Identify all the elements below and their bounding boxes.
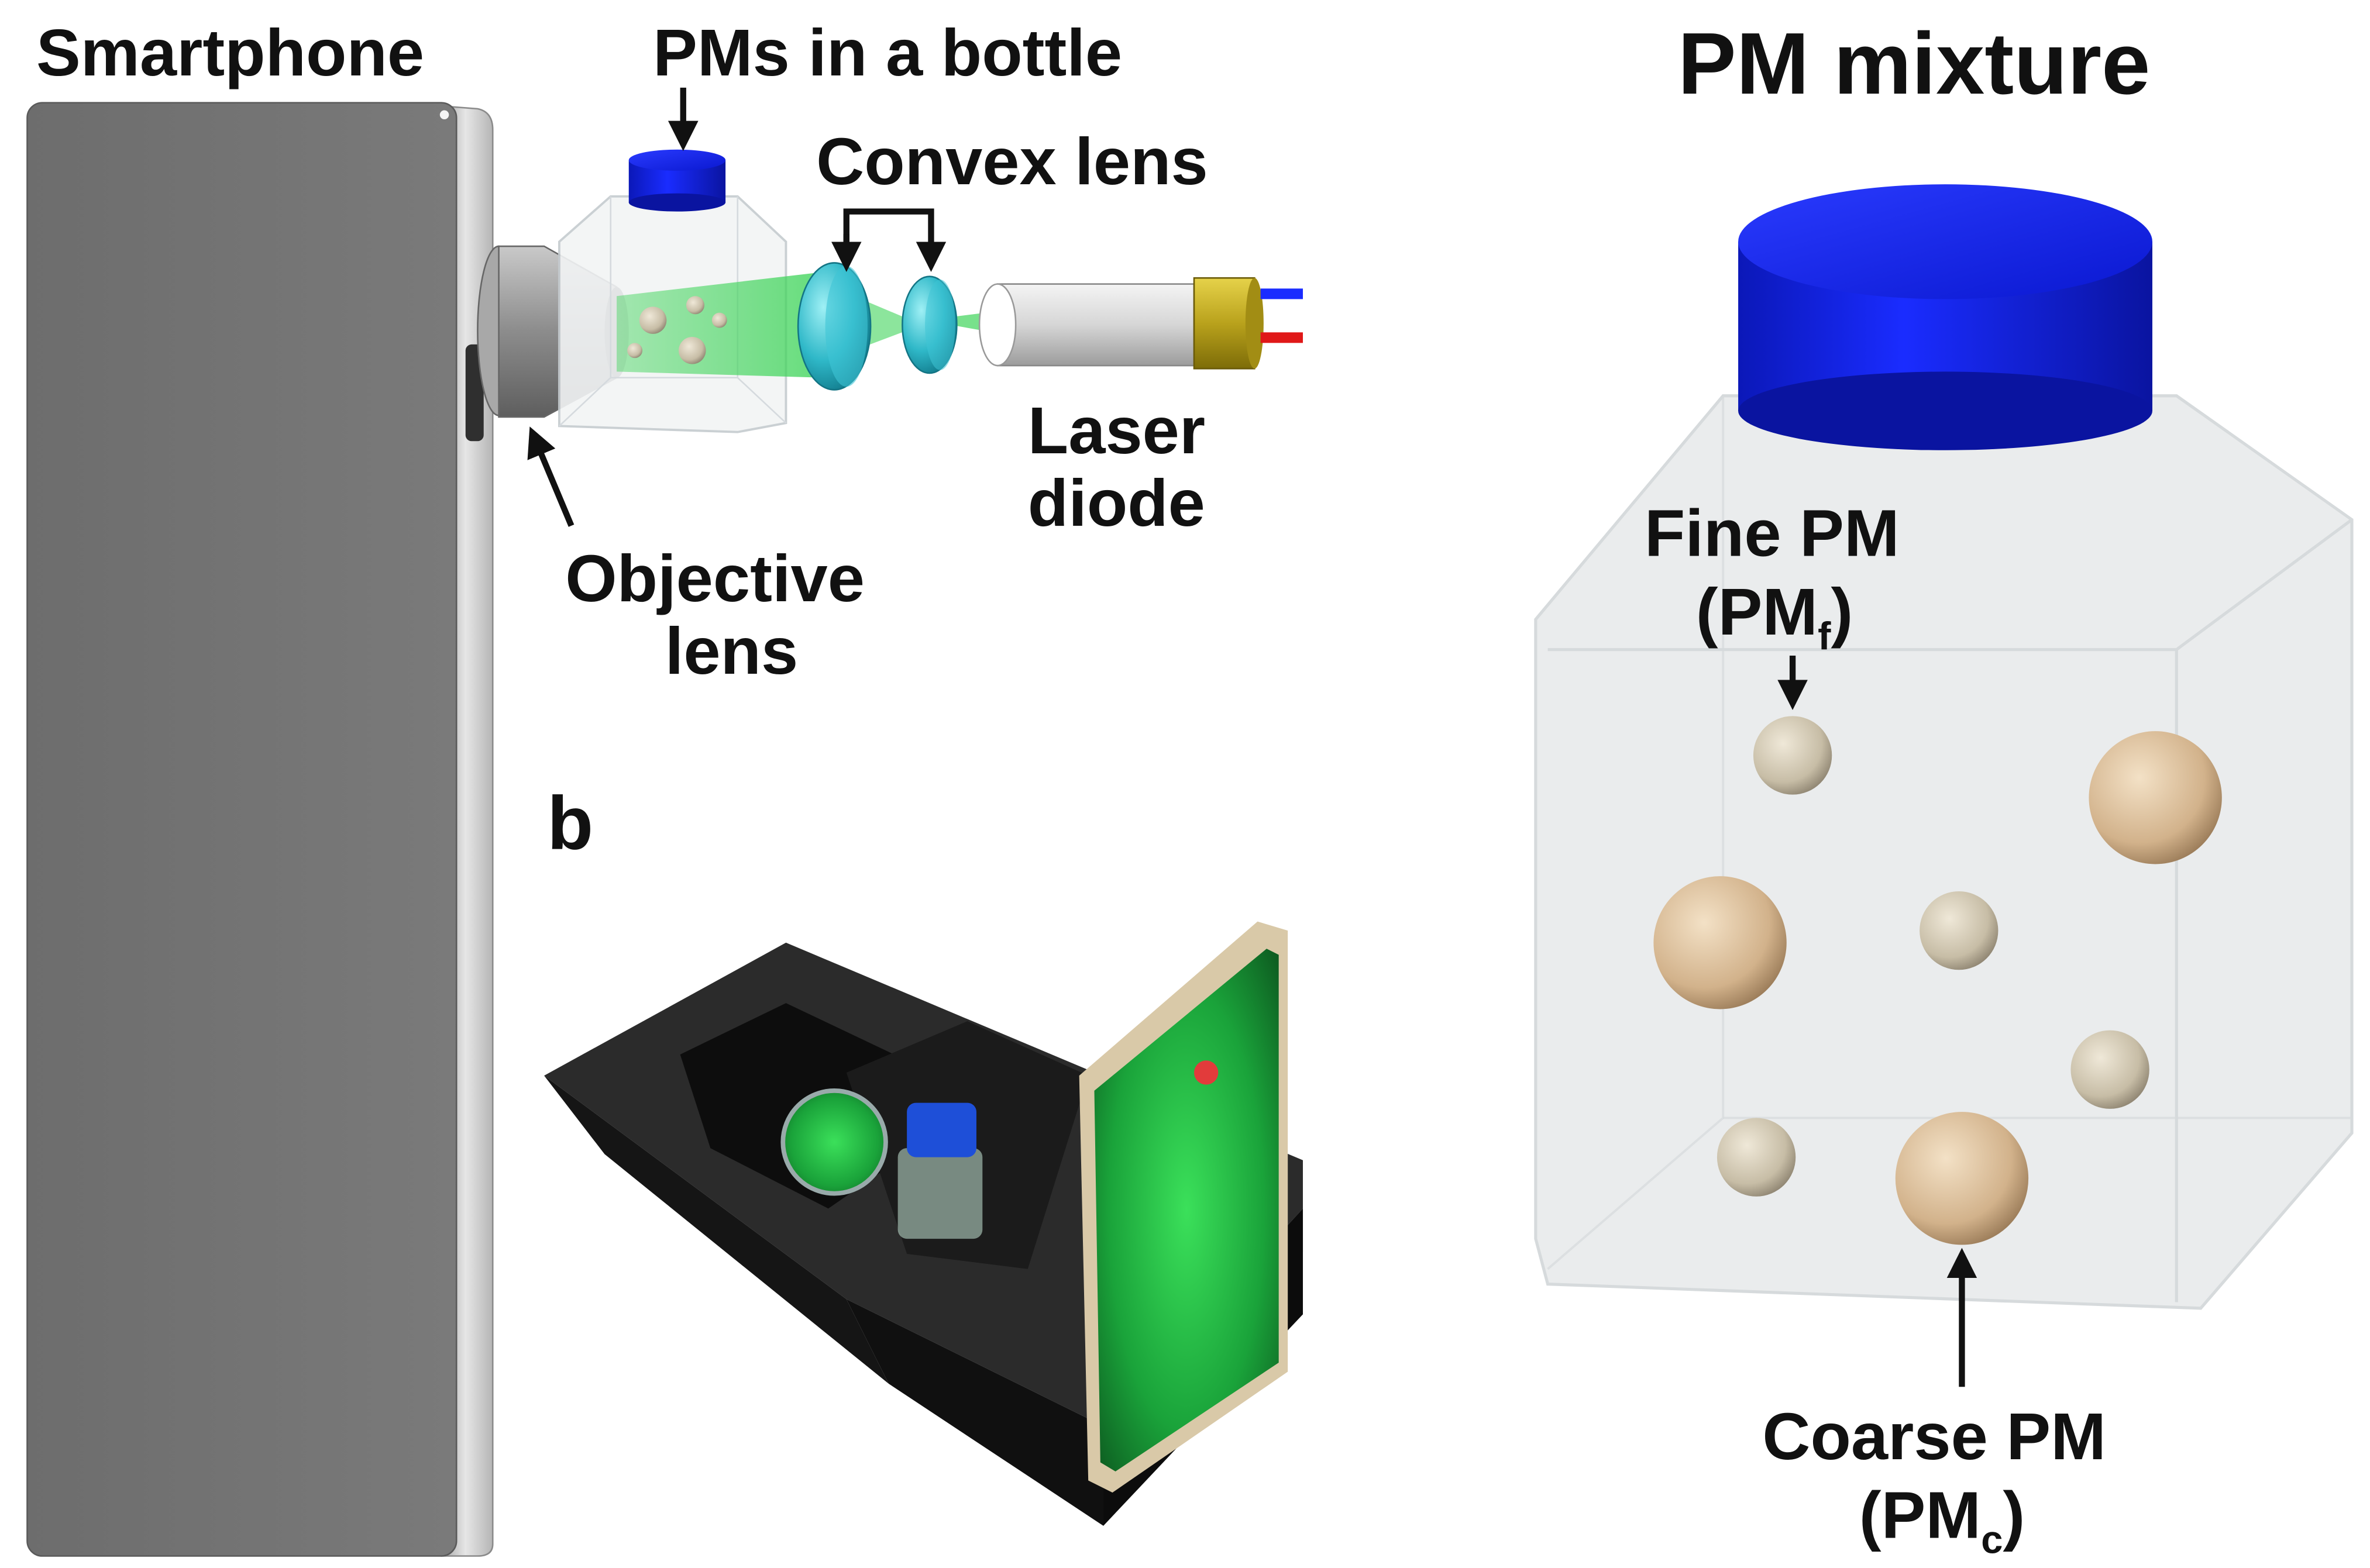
fine-pm-particle-1	[1753, 716, 1832, 795]
laser-beam-2	[854, 296, 922, 351]
convex-bracket	[843, 208, 947, 272]
panel-c: PM mixture Fine	[1534, 14, 2354, 1562]
objective-label-2: lens	[665, 614, 798, 688]
arrows-panel-c	[1777, 656, 1977, 1387]
fine-pm-particle-4	[1717, 1118, 1796, 1197]
panel-b-letter: b	[547, 781, 593, 866]
big-particles	[1653, 716, 2222, 1245]
coarse-label-1: Coarse PM	[1762, 1400, 2106, 1474]
smartphone-face	[26, 102, 458, 1557]
wire-blue	[1260, 288, 1303, 299]
bottle-label: PMs in a bottle	[653, 16, 1122, 90]
coarse-label-2-prefix: (PM	[1859, 1479, 1981, 1553]
laser-label-1: Laser	[1028, 394, 1205, 468]
fine-label-2: (PMf)	[1696, 575, 1853, 659]
photo-lens-ball	[780, 1088, 888, 1196]
smartphone-highlight	[439, 110, 449, 120]
convex-lens-2	[902, 275, 958, 374]
photo-bottle-cap	[907, 1102, 976, 1157]
photo-record-button	[1194, 1060, 1219, 1085]
fine-label-2-suffix: )	[1831, 575, 1853, 649]
photo-phone-screen	[1094, 949, 1279, 1471]
photo-bottle	[897, 1148, 983, 1239]
enclosure-photo	[544, 921, 1303, 1526]
fine-label-2-sub: f	[1818, 615, 1831, 659]
wire-red	[1260, 332, 1303, 343]
convex-label: Convex lens	[816, 125, 1208, 199]
coarse-pm-particle-2	[1653, 876, 1787, 1009]
objective-label-1: Objective	[565, 542, 865, 616]
bottle-particles	[627, 296, 727, 364]
panel-a: Smartphone PMs in a bottle Convex lens L…	[26, 16, 1303, 1557]
fine-pm-particle-2	[1920, 891, 1998, 970]
coarse-label-2-sub: c	[1981, 1518, 2003, 1562]
fine-label-1: Fine PM	[1645, 497, 1900, 571]
laser-diode	[978, 277, 1303, 370]
arrows-panel-a	[527, 87, 947, 527]
coarse-label-2-suffix: )	[2003, 1479, 2025, 1553]
panel-b: b	[544, 781, 1303, 1526]
coarse-pm-particle-1	[2089, 731, 2222, 864]
objective-arrow	[527, 426, 575, 527]
coarse-label-2: (PMc)	[1859, 1479, 2025, 1562]
coarse-pm-particle-3	[1895, 1112, 2029, 1245]
convex-lens-1	[797, 262, 872, 391]
fine-label-2-prefix: (PM	[1696, 575, 1818, 649]
smartphone	[26, 102, 494, 1557]
pm-mixture-title: PM mixture	[1678, 14, 2151, 112]
laser-label-2: diode	[1028, 466, 1205, 540]
smartphone-label: Smartphone	[36, 16, 424, 90]
fine-pm-particle-3	[2070, 1030, 2149, 1109]
